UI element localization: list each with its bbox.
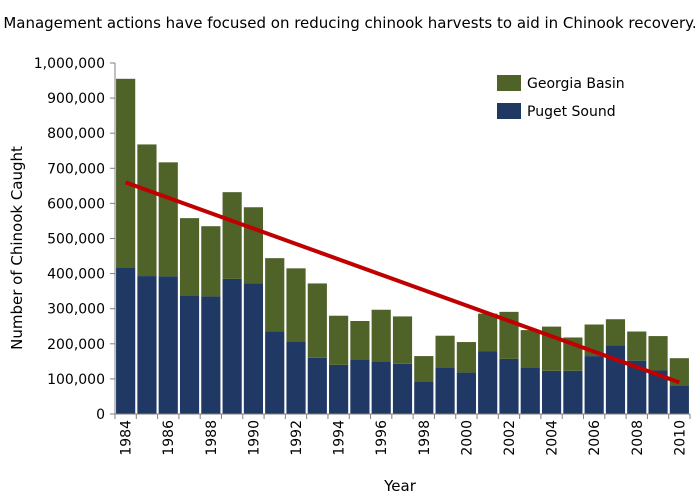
bar-puget-sound-2008 (627, 360, 647, 414)
bar-puget-sound-1999 (435, 367, 455, 414)
bar-puget-sound-1989 (222, 278, 242, 414)
y-tick-label: 400,000 (47, 267, 105, 283)
y-tick-label: 300,000 (47, 302, 105, 318)
bar-georgia-basin-1987 (179, 218, 200, 296)
bar-puget-sound-1993 (307, 357, 327, 414)
bar-puget-sound-1996 (371, 361, 391, 414)
bar-georgia-basin-1986 (158, 162, 178, 277)
bar-puget-sound-2003 (520, 367, 540, 414)
trendline (124, 180, 681, 385)
x-axis-label: Year (383, 477, 417, 495)
x-tick-label: 1990 (246, 420, 262, 456)
x-tick-labels: 1984 1986 1988 1990 1992 1994 1996 1998 2000 2002… (119, 420, 689, 456)
bar-georgia-basin-1984 (116, 78, 136, 268)
x-tick-label: 1994 (332, 420, 348, 456)
bar-puget-sound-2004 (541, 370, 562, 414)
bar-puget-sound-2005 (563, 370, 583, 414)
y-tick-label: 600,000 (47, 196, 105, 212)
bar-puget-sound-1991 (265, 331, 285, 414)
x-tick-label: 1984 (119, 420, 135, 456)
bar-georgia-basin-1991 (265, 258, 285, 332)
bar-puget-sound-1984 (116, 267, 136, 414)
x-tick-label: 2008 (630, 420, 646, 456)
y-tick-label: 800,000 (47, 126, 105, 142)
bar-georgia-basin-1989 (222, 192, 242, 279)
y-tick-label: 700,000 (47, 161, 105, 177)
y-tick-label: 1,000,000 (34, 56, 105, 72)
trendline-group (124, 180, 681, 385)
bar-puget-sound-1988 (201, 296, 221, 414)
bar-puget-sound-1995 (350, 359, 370, 414)
bar-puget-sound-1985 (137, 276, 157, 414)
bar-georgia-basin-2003 (520, 330, 540, 368)
legend-swatch-puget-sound (497, 103, 521, 119)
x-tick-label: 2010 (672, 420, 688, 456)
bar-puget-sound-1990 (243, 283, 264, 414)
y-tick-label: 500,000 (47, 232, 105, 248)
bar-georgia-basin-1992 (286, 268, 306, 342)
legend-label-puget-sound: Puget Sound (527, 104, 616, 120)
bar-puget-sound-1997 (392, 363, 413, 414)
legend-label-georgia-basin: Georgia Basin (527, 76, 625, 92)
x-tick-label: 1996 (374, 420, 390, 456)
bars-group (116, 78, 689, 414)
bar-georgia-basin-1994 (329, 315, 349, 365)
y-tick-label: 0 (96, 407, 105, 423)
bar-puget-sound-2006 (584, 356, 604, 414)
bar-georgia-basin-1985 (137, 144, 157, 277)
bar-puget-sound-1998 (414, 381, 434, 414)
x-tick-label: 1998 (417, 420, 433, 456)
bar-georgia-basin-2007 (605, 319, 626, 346)
y-tick-label: 200,000 (47, 337, 105, 353)
bar-georgia-basin-1999 (435, 335, 455, 368)
bar-georgia-basin-1998 (414, 356, 434, 382)
bar-puget-sound-2001 (478, 351, 498, 414)
chart-title: Management actions have focused on reduc… (3, 14, 697, 32)
bar-puget-sound-2009 (648, 370, 668, 414)
y-tick-label: 100,000 (47, 372, 105, 388)
axes-group (110, 62, 691, 419)
bar-georgia-basin-1993 (307, 283, 327, 358)
x-tick-label: 2000 (459, 420, 475, 456)
bar-puget-sound-1992 (286, 341, 306, 414)
bar-georgia-basin-1988 (201, 226, 221, 297)
x-tick-label: 2002 (502, 420, 518, 456)
legend: Georgia Basin Puget Sound (497, 75, 625, 120)
bar-puget-sound-2000 (456, 372, 476, 414)
bar-georgia-basin-2001 (478, 313, 498, 352)
legend-swatch-georgia-basin (497, 75, 521, 91)
bar-georgia-basin-1997 (392, 316, 413, 364)
x-tick-label: 1986 (161, 420, 177, 456)
bar-georgia-basin-2010 (669, 358, 689, 386)
bar-georgia-basin-2008 (627, 331, 647, 361)
y-axis-label: Number of Chinook Caught (8, 146, 26, 350)
x-tick-label: 2006 (587, 420, 603, 456)
bar-puget-sound-1994 (329, 364, 349, 414)
bar-puget-sound-1986 (158, 276, 178, 414)
bar-georgia-basin-1990 (243, 207, 264, 284)
y-tick-labels: 0 100,000 200,000 300,000 400,000 500,000 600,… (34, 56, 105, 423)
bar-georgia-basin-1996 (371, 309, 391, 362)
bar-puget-sound-2010 (669, 385, 689, 414)
bar-georgia-basin-1995 (350, 320, 370, 360)
bar-puget-sound-2002 (499, 358, 519, 414)
bar-georgia-basin-2009 (648, 336, 668, 371)
x-tick-label: 1992 (289, 420, 305, 456)
x-tick-label: 1988 (204, 420, 220, 456)
x-tick-label: 2004 (545, 420, 561, 456)
y-tick-label: 900,000 (47, 91, 105, 107)
bar-georgia-basin-2000 (456, 342, 476, 373)
bar-puget-sound-1987 (179, 295, 200, 414)
